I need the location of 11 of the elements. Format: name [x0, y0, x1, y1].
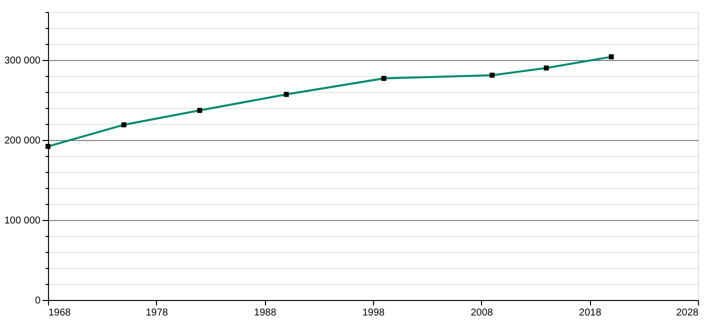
- x-tick-label: 1988: [254, 308, 277, 318]
- x-tick-label: 2028: [676, 308, 699, 318]
- x-tick-label: 2018: [579, 308, 602, 318]
- x-tick-label: 1978: [146, 308, 168, 318]
- y-tick-label: 0: [34, 296, 41, 306]
- y-tick-label: 300 000: [4, 56, 41, 66]
- x-tick-label: 1998: [362, 308, 386, 318]
- x-tick-label: 2008: [470, 308, 494, 318]
- y-tick-label: 100 000: [4, 216, 41, 226]
- x-tick-label: 1968: [48, 308, 72, 318]
- y-tick-label: 200 000: [4, 136, 41, 146]
